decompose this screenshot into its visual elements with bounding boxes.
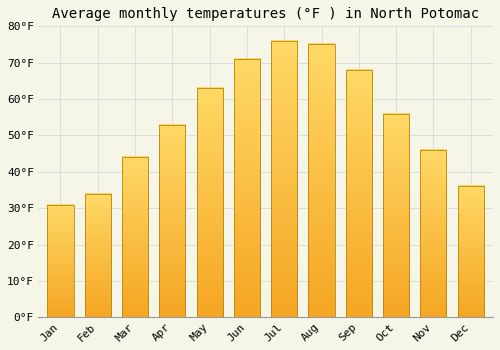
Title: Average monthly temperatures (°F ) in North Potomac: Average monthly temperatures (°F ) in No… [52, 7, 479, 21]
Bar [346, 70, 372, 317]
Bar [122, 158, 148, 317]
Bar [84, 194, 111, 317]
Bar [308, 44, 334, 317]
Bar [196, 88, 222, 317]
Bar [271, 41, 297, 317]
Bar [383, 114, 409, 317]
Bar [234, 59, 260, 317]
Bar [458, 187, 483, 317]
Bar [160, 125, 186, 317]
Bar [420, 150, 446, 317]
Bar [48, 205, 74, 317]
